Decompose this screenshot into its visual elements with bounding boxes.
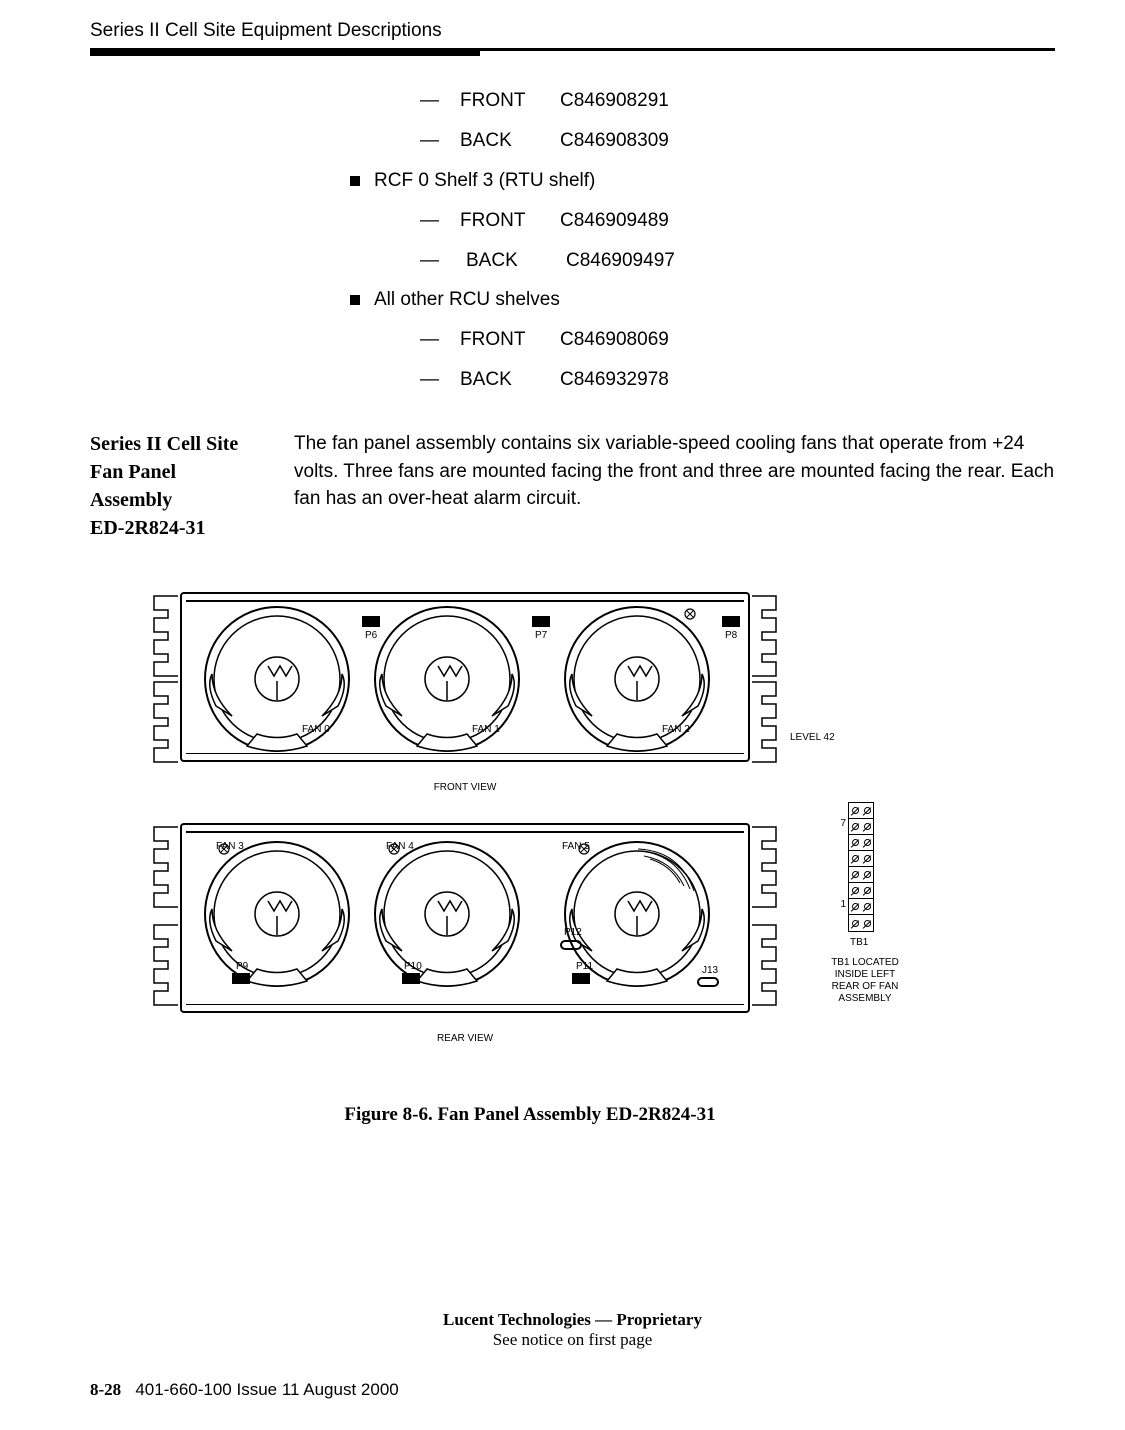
front-panel: P6 P7 P8 FAN 0 FAN 1 FAN 2	[180, 592, 750, 762]
tb1-row	[849, 803, 873, 819]
page-footer: Lucent Technologies — Proprietary See no…	[90, 1310, 1055, 1400]
tb1-note: TB1 LOCATED INSIDE LEFT REAR OF FAN ASSE…	[820, 957, 910, 1005]
connector-label: P6	[365, 630, 377, 641]
list-item: —BACKC846909497	[420, 241, 1055, 281]
tb1-row	[849, 899, 873, 915]
page-header-title: Series II Cell Site Equipment Descriptio…	[90, 20, 1055, 42]
connector-icon	[362, 616, 380, 627]
footer-proprietary: Lucent Technologies — Proprietary	[443, 1310, 702, 1329]
fan-icon	[202, 841, 352, 987]
fan-label: FAN 3	[216, 841, 244, 852]
connector-label: P9	[236, 961, 248, 972]
connector-icon	[572, 973, 590, 984]
connector-label: J13	[702, 965, 718, 976]
fan-icon	[372, 841, 522, 987]
connector-icon	[722, 616, 740, 627]
figure-caption: Figure 8-6. Fan Panel Assembly ED-2R824-…	[150, 1104, 910, 1126]
list-item: —FRONTC846908069	[420, 320, 1055, 360]
rear-panel: FAN 3 FAN 4 FAN 5 P9 P10 P11 P12 J13	[180, 823, 750, 1013]
bracket-icon	[750, 825, 780, 1015]
page-number: 8-28	[90, 1380, 121, 1399]
rail	[186, 600, 744, 602]
parts-listing: —FRONTC846908291 —BACKC846908309 RCF 0 S…	[350, 81, 1055, 400]
bullet-icon	[350, 295, 360, 305]
connector-label: P10	[404, 961, 422, 972]
list-item: —BACKC846908309	[420, 121, 1055, 161]
tb1-row	[849, 883, 873, 899]
tb1-row	[849, 915, 873, 931]
connector-icon	[402, 973, 420, 984]
tb1-row	[849, 851, 873, 867]
footer-notice: See notice on first page	[493, 1330, 653, 1349]
connector-icon	[697, 977, 719, 987]
connector-icon	[532, 616, 550, 627]
tb1-label: TB1	[850, 937, 868, 949]
tb1-row	[849, 819, 873, 835]
terminal-block-icon	[848, 802, 874, 932]
bracket-icon	[150, 594, 180, 764]
fan-label: FAN 1	[472, 724, 500, 735]
bullet-item: RCF 0 Shelf 3 (RTU shelf)	[350, 161, 1055, 201]
bullet-item: All other RCU shelves	[350, 280, 1055, 320]
tb1-num: 1	[828, 899, 846, 911]
list-item: —FRONTC846908291	[420, 81, 1055, 121]
figure-fan-panel: P6 P7 P8 FAN 0 FAN 1 FAN 2 LEVEL 42 FRON…	[150, 592, 910, 1126]
list-item: —BACKC846932978	[420, 360, 1055, 400]
fan-label: FAN 4	[386, 841, 414, 852]
tb1-row	[849, 835, 873, 851]
bracket-icon	[150, 825, 180, 1015]
rear-view-label: REAR VIEW	[180, 1033, 750, 1044]
connector-icon	[232, 973, 250, 984]
section-body: The fan panel assembly contains six vari…	[294, 430, 1055, 542]
fan-label: FAN 2	[662, 724, 690, 735]
bracket-icon	[750, 594, 780, 764]
section-fan-panel: Series II Cell Site Fan Panel Assembly E…	[90, 430, 1055, 542]
header-rule	[90, 48, 1055, 51]
connector-label: P12	[564, 927, 582, 938]
fan-label: FAN 0	[302, 724, 330, 735]
rail	[186, 1004, 744, 1006]
bullet-icon	[350, 176, 360, 186]
connector-label: P8	[725, 630, 737, 641]
tb1-num: 7	[828, 818, 846, 830]
list-item: —FRONTC846909489	[420, 201, 1055, 241]
tb1-row	[849, 867, 873, 883]
connector-icon	[560, 940, 582, 950]
rail	[186, 753, 744, 755]
section-heading: Series II Cell Site Fan Panel Assembly E…	[90, 430, 270, 542]
rail	[186, 831, 744, 833]
front-view-label: FRONT VIEW	[180, 782, 750, 793]
doc-ref: 401-660-100 Issue 11 August 2000	[135, 1380, 398, 1399]
fan-label: FAN 5	[562, 841, 590, 852]
connector-label: P7	[535, 630, 547, 641]
connector-label: P11	[576, 961, 593, 972]
level-label: LEVEL 42	[790, 732, 835, 744]
